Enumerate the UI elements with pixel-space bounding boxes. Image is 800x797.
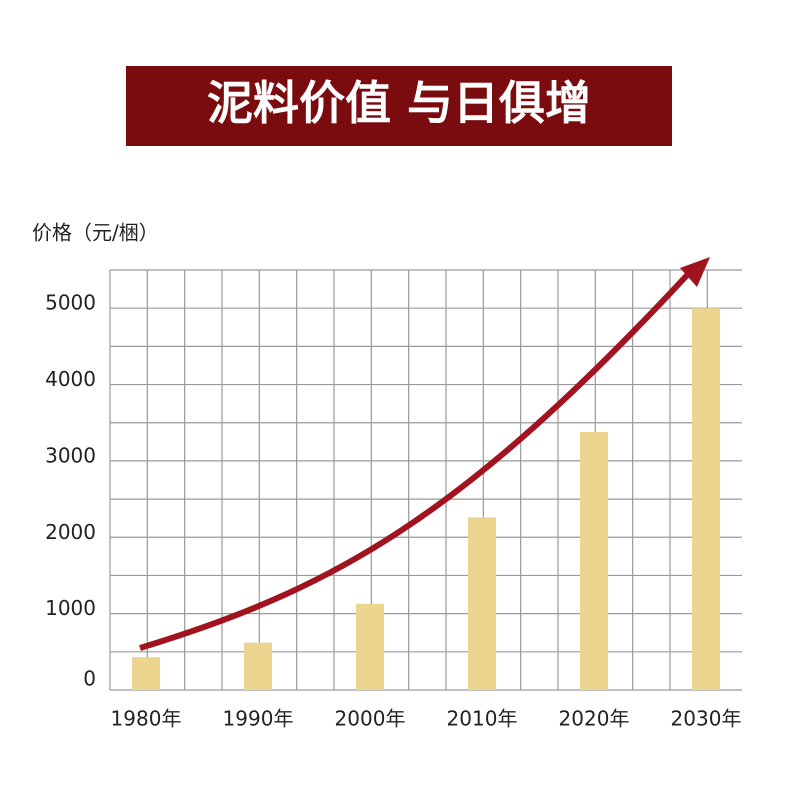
y-axis-label: 价格（元/梱） <box>32 221 159 245</box>
trend-arrow-head <box>680 257 710 287</box>
bar <box>132 657 160 690</box>
bars <box>132 308 720 690</box>
x-tick-label: 2020年 <box>559 707 630 731</box>
bar <box>468 517 496 690</box>
y-tick-label: 5000 <box>45 291 96 315</box>
x-tick-label: 1980年 <box>111 707 182 731</box>
y-tick-label: 2000 <box>45 520 96 544</box>
y-tick-label: 0 <box>83 667 96 691</box>
y-tick-label: 3000 <box>45 443 96 467</box>
y-tick-label: 4000 <box>45 367 96 391</box>
x-tick-label: 1990年 <box>223 707 294 731</box>
bar <box>356 603 384 690</box>
x-tick-label: 2010年 <box>447 707 518 731</box>
bar <box>692 308 720 690</box>
x-tick-label: 2030年 <box>671 707 742 731</box>
bar <box>580 431 608 690</box>
bar <box>244 642 272 690</box>
chart-title: 泥料价值 与日俱增 <box>207 76 591 130</box>
trend-arrow <box>139 269 693 651</box>
y-tick-label: 1000 <box>45 596 96 620</box>
x-tick-label: 2000年 <box>335 707 406 731</box>
title-banner <box>126 66 672 146</box>
